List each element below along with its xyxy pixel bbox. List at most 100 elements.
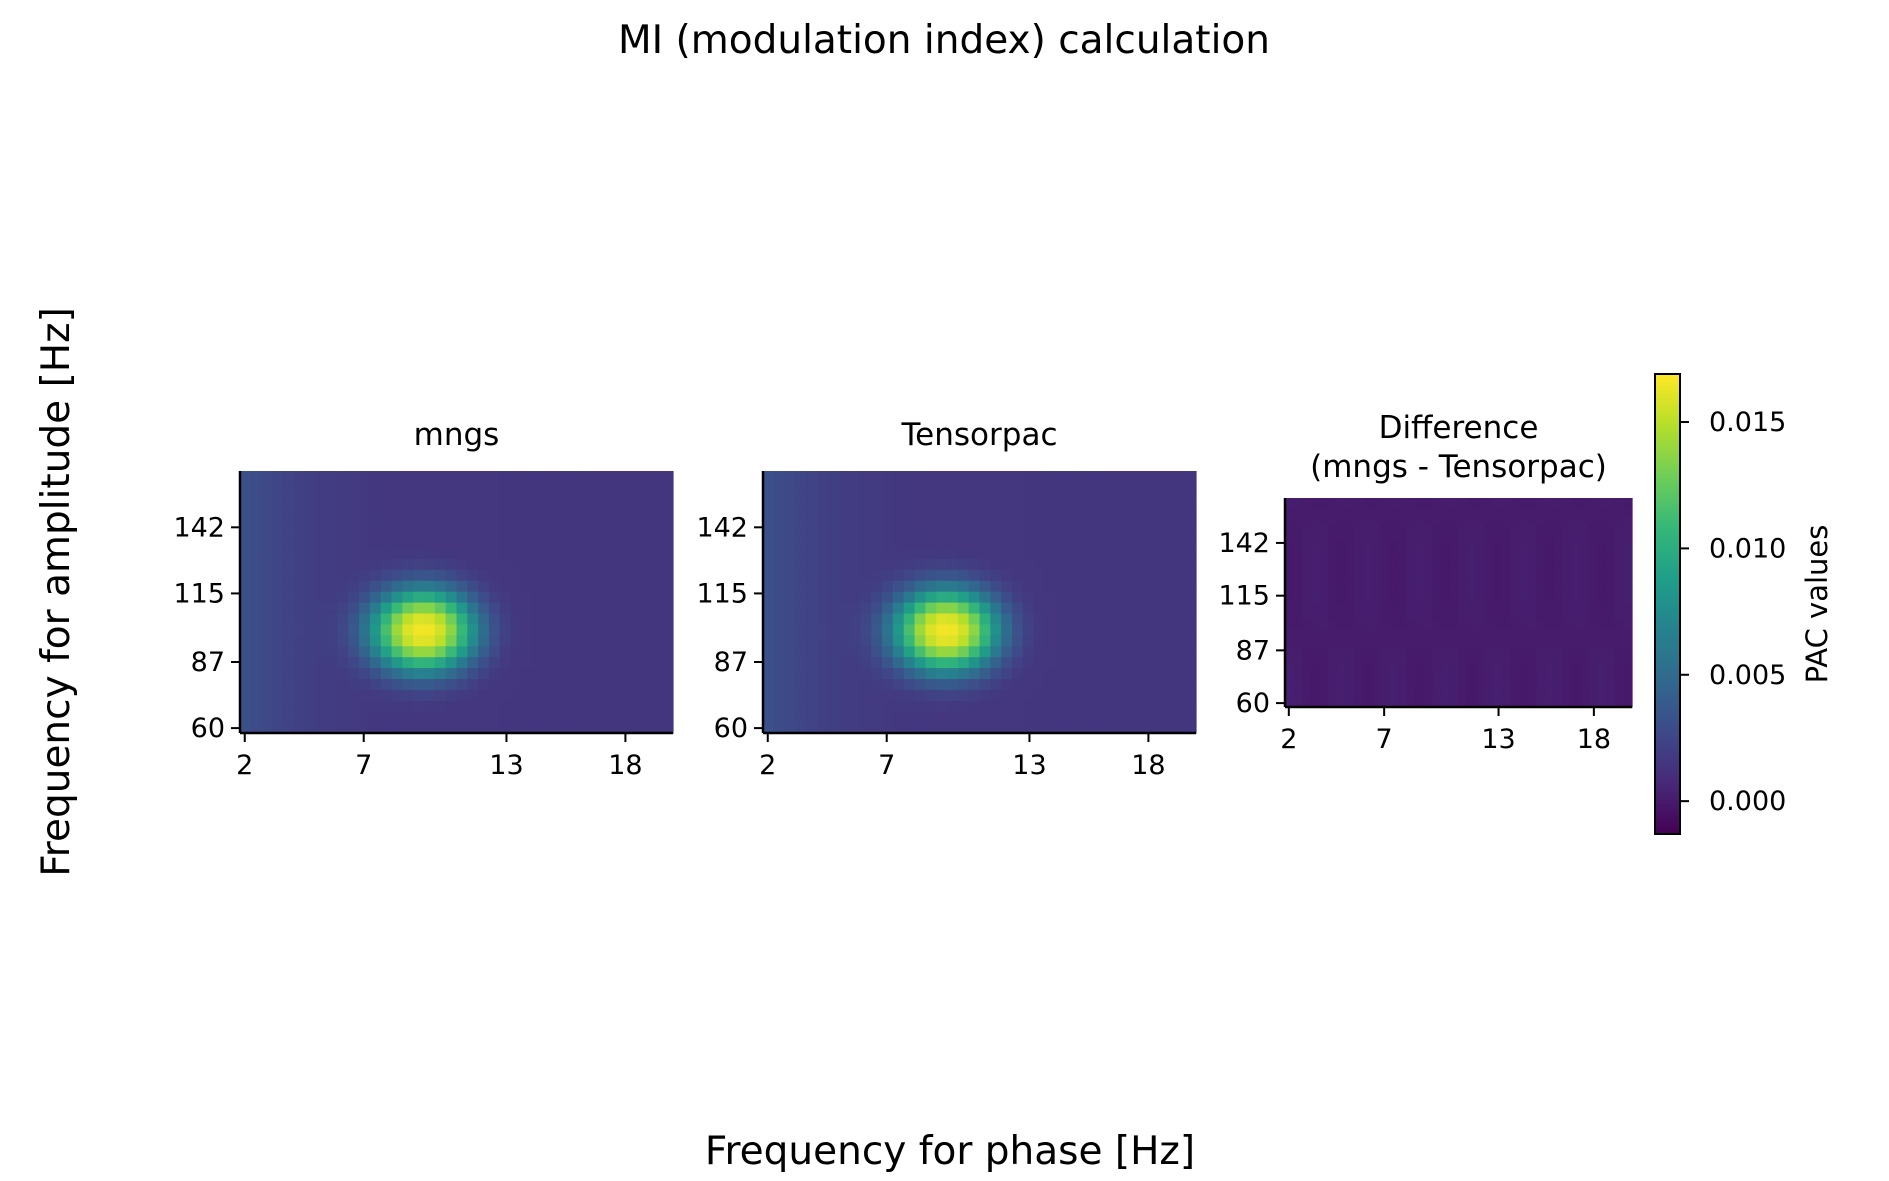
heatmap-cell bbox=[1302, 524, 1312, 534]
panel-title: (mngs - Tensorpac) bbox=[1310, 449, 1607, 485]
heatmap-cell bbox=[564, 667, 577, 680]
heatmap-cell bbox=[1579, 532, 1590, 543]
heatmap-cell bbox=[1432, 628, 1442, 638]
heatmap-cell bbox=[1120, 656, 1132, 669]
heatmap-cell bbox=[1011, 700, 1024, 712]
heatmap-cell bbox=[369, 536, 382, 549]
heatmap-cell bbox=[294, 580, 306, 592]
heatmap-cell bbox=[510, 536, 523, 549]
heatmap-cell bbox=[553, 536, 566, 549]
heatmap-cell bbox=[1044, 471, 1056, 483]
heatmap-cell bbox=[618, 492, 631, 505]
heatmap-cell bbox=[1588, 672, 1598, 682]
heatmap-cell bbox=[261, 514, 274, 527]
heatmap-cell bbox=[1458, 567, 1468, 577]
heatmap-cell bbox=[882, 580, 894, 592]
heatmap-cell bbox=[348, 623, 360, 636]
heatmap-cell bbox=[261, 503, 274, 516]
panel-title: mngs bbox=[414, 417, 500, 453]
heatmap-cell bbox=[957, 503, 970, 516]
heatmap-cell bbox=[1109, 678, 1121, 690]
heatmap-cell bbox=[1076, 667, 1089, 680]
colorbar-segment bbox=[1655, 427, 1680, 433]
heatmap-cell bbox=[1553, 506, 1564, 517]
heatmap-cell bbox=[1510, 646, 1520, 656]
heatmap-cell bbox=[478, 503, 490, 516]
heatmap-cell bbox=[827, 558, 840, 570]
colorbar-segment bbox=[1655, 450, 1680, 456]
heatmap-cell bbox=[925, 558, 937, 570]
heatmap-cell bbox=[914, 678, 926, 690]
heatmap-cell bbox=[1389, 515, 1399, 525]
heatmap-cell bbox=[1527, 611, 1538, 621]
heatmap-cell bbox=[957, 700, 970, 712]
heatmap-cell bbox=[990, 612, 1002, 625]
heatmap-cell bbox=[413, 602, 425, 614]
heatmap-cell bbox=[1345, 550, 1355, 560]
heatmap-cell bbox=[1571, 506, 1581, 517]
heatmap-cell bbox=[272, 481, 284, 494]
heatmap-cell bbox=[936, 547, 948, 559]
heatmap-cell bbox=[1098, 471, 1110, 483]
heatmap-cell bbox=[553, 722, 566, 734]
heatmap-cell bbox=[651, 700, 663, 712]
heatmap-cell bbox=[618, 547, 631, 559]
heatmap-cell bbox=[817, 602, 829, 614]
heatmap-cell bbox=[1163, 700, 1175, 712]
heatmap-cell bbox=[348, 667, 360, 680]
heatmap-cell bbox=[1406, 506, 1416, 517]
heatmap-cell bbox=[510, 667, 523, 680]
heatmap-cell bbox=[651, 547, 663, 559]
heatmap-cell bbox=[478, 514, 490, 527]
heatmap-cell bbox=[1579, 524, 1590, 534]
heatmap-cell bbox=[348, 569, 360, 581]
heatmap-cell bbox=[1432, 637, 1442, 647]
heatmap-cell bbox=[763, 569, 775, 581]
heatmap-cell bbox=[1371, 698, 1382, 708]
heatmap-cell bbox=[1302, 558, 1312, 569]
heatmap-cell bbox=[456, 591, 468, 603]
heatmap-cell bbox=[806, 558, 818, 570]
heatmap-cell bbox=[1337, 654, 1347, 665]
heatmap-cell bbox=[1579, 646, 1590, 656]
heatmap-cell bbox=[1458, 637, 1468, 647]
heatmap-cell bbox=[1415, 628, 1425, 638]
heatmap-cell bbox=[1066, 667, 1078, 680]
heatmap-cell bbox=[947, 612, 959, 625]
heatmap-cell bbox=[261, 492, 274, 505]
colorbar-segment bbox=[1655, 753, 1680, 758]
heatmap-cell bbox=[337, 525, 349, 538]
heatmap-cell bbox=[763, 722, 775, 734]
heatmap-cell bbox=[1087, 569, 1100, 581]
heatmap-cell bbox=[1285, 698, 1295, 708]
heatmap-cell bbox=[806, 645, 818, 658]
heatmap-cell bbox=[1536, 532, 1546, 543]
heatmap-cell bbox=[763, 645, 775, 658]
heatmap-cell bbox=[1337, 558, 1347, 569]
heatmap-cell bbox=[564, 645, 577, 658]
heatmap-cell bbox=[1449, 506, 1460, 517]
heatmap-cell bbox=[1293, 576, 1303, 586]
heatmap-cell bbox=[1098, 602, 1110, 614]
heatmap-cell bbox=[651, 503, 663, 516]
heatmap-cell bbox=[947, 656, 959, 669]
heatmap-cell bbox=[795, 580, 807, 592]
heatmap-cell bbox=[553, 623, 566, 636]
heatmap-cell bbox=[795, 547, 807, 559]
heatmap-cell bbox=[1055, 503, 1067, 516]
heatmap-cell bbox=[488, 514, 501, 527]
heatmap-cell bbox=[1415, 585, 1425, 595]
heatmap-cell bbox=[434, 656, 447, 669]
heatmap-cell bbox=[618, 656, 631, 669]
heatmap-cell bbox=[838, 525, 851, 538]
heatmap-cell bbox=[979, 667, 991, 680]
heatmap-cell bbox=[1389, 637, 1399, 647]
heatmap-cell bbox=[240, 711, 252, 723]
heatmap-cell bbox=[1337, 532, 1347, 543]
heatmap-cell bbox=[1098, 689, 1110, 701]
heatmap-cell bbox=[597, 711, 609, 723]
heatmap-cell bbox=[1001, 580, 1013, 592]
heatmap-cell bbox=[784, 580, 797, 592]
heatmap-cell bbox=[947, 481, 959, 494]
heatmap-cell bbox=[608, 689, 620, 701]
